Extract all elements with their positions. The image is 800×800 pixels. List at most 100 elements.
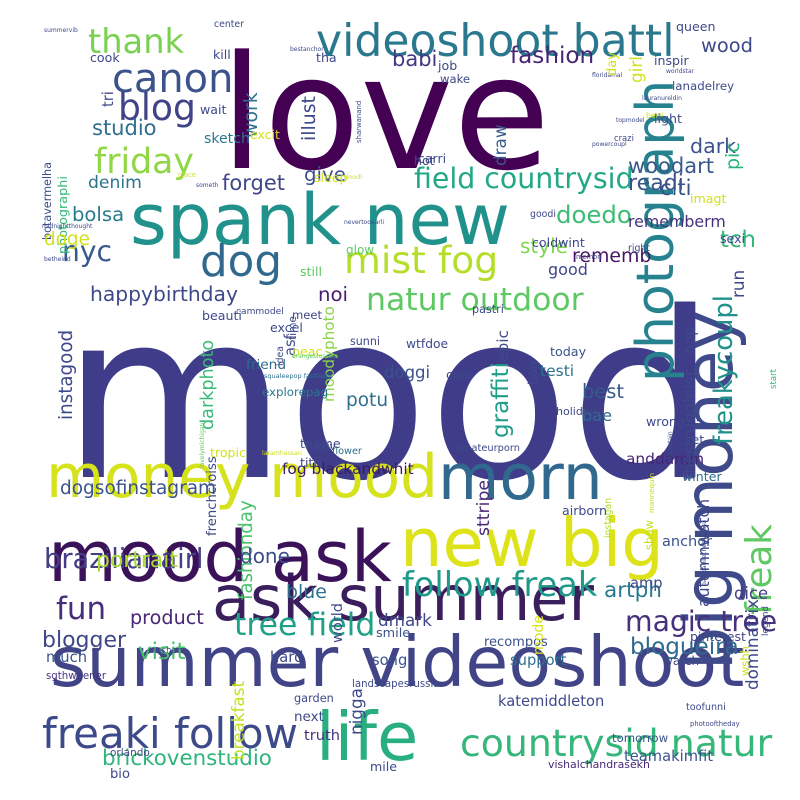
word-good: good bbox=[548, 260, 588, 279]
word-midnightthought: midnightthought bbox=[42, 223, 93, 230]
word-light: light bbox=[654, 111, 682, 126]
word-beauti: beauti bbox=[202, 308, 242, 323]
word-carri: carri bbox=[418, 151, 447, 166]
word-padipadilechemanasu: padipadilechemanasu bbox=[701, 519, 708, 586]
word-forget: forget bbox=[222, 171, 285, 195]
word-bae: bae bbox=[582, 406, 612, 425]
word-much: much bbox=[46, 649, 88, 666]
word-photooftheday: photooftheday bbox=[690, 720, 740, 728]
word-instagood: instagood bbox=[56, 329, 77, 420]
word-run: run bbox=[728, 269, 748, 298]
word-doge: doge bbox=[44, 229, 90, 250]
word-topmodel: topmodel bbox=[616, 117, 645, 124]
word-friend: friend bbox=[246, 357, 287, 373]
word-field-countrysid: field countrysid bbox=[414, 162, 634, 195]
word-tree-field: tree field bbox=[234, 607, 376, 643]
word-toofunni: toofunni bbox=[686, 702, 726, 713]
word-theme: theme bbox=[300, 436, 341, 451]
word-dmark: dmark bbox=[378, 610, 432, 630]
word-money-mood: money mood bbox=[46, 443, 438, 512]
word-motiv: motiv bbox=[306, 441, 336, 453]
word-excit: excit bbox=[250, 127, 280, 142]
word-natur-outdoor: natur outdoor bbox=[366, 282, 584, 318]
word-new-big: new big bbox=[400, 504, 664, 582]
word-job: job bbox=[438, 58, 458, 73]
word-flower: flower bbox=[332, 446, 362, 457]
word-summervib: summervib bbox=[44, 27, 78, 34]
word-wait: wait bbox=[200, 102, 227, 117]
word-done: done bbox=[240, 544, 290, 568]
word-nyc: nyc bbox=[62, 235, 113, 268]
word-girl: girl bbox=[626, 56, 646, 83]
word-artph: artph bbox=[604, 578, 662, 603]
word-anddamm: anddamm bbox=[626, 450, 705, 468]
word-lanadelrey: lanadelrey bbox=[672, 79, 735, 93]
word-next: next bbox=[294, 709, 324, 725]
word-mood: mood bbox=[62, 264, 717, 532]
word-katemiddleton: katemiddleton bbox=[498, 693, 605, 710]
word-frenchcroiss: frenchcroiss bbox=[205, 456, 220, 536]
word-doodl: doodl bbox=[344, 173, 363, 181]
word-glow: glow bbox=[346, 243, 375, 257]
word-videoshoot-battl: videoshoot battl bbox=[316, 16, 675, 67]
word-friday: friday bbox=[94, 142, 194, 182]
word-vet: vet bbox=[684, 432, 705, 447]
word-readi: readi bbox=[628, 170, 684, 196]
word-orangeblossom: orangeblossom bbox=[292, 353, 339, 360]
word-inspir: inspir bbox=[654, 53, 689, 68]
word-blue: blue bbox=[286, 581, 327, 603]
word-lauranureldin: lauranureldin bbox=[642, 95, 682, 102]
word-airborn: airborn bbox=[562, 503, 608, 518]
word-landscapesrussia: landscapesrussia bbox=[352, 679, 440, 690]
word-sttripe: sttripe bbox=[474, 479, 494, 536]
word-love: love bbox=[220, 23, 551, 206]
word-doedo: doedo bbox=[556, 200, 632, 229]
word-smile: smile bbox=[376, 626, 411, 641]
word-explorepag: explorepag bbox=[262, 385, 329, 399]
word-worldstar: worldstar bbox=[666, 68, 695, 75]
word-fashion: fashion bbox=[510, 43, 595, 69]
word-canon: canon bbox=[112, 56, 234, 102]
word-titti: titti bbox=[300, 455, 322, 470]
word-summer-videoshoot: summer videoshoot bbox=[50, 622, 745, 703]
word-nigga: nigga bbox=[346, 688, 366, 735]
word-bag: bag bbox=[526, 360, 541, 385]
word-breakfast: breakfast bbox=[228, 680, 248, 760]
word-orlando: orlando bbox=[110, 747, 150, 759]
word-mile: mile bbox=[370, 759, 398, 774]
word-world: world bbox=[330, 603, 346, 643]
word-anchor: anchor bbox=[662, 534, 713, 550]
word-support: support bbox=[510, 652, 567, 669]
word-powercoupl: powercoupl bbox=[592, 141, 627, 148]
word-bolsa: bolsa bbox=[72, 203, 125, 226]
word-machan: machan bbox=[148, 646, 183, 656]
word-excel: excel bbox=[270, 320, 303, 335]
word-give: give bbox=[304, 163, 346, 186]
word-blog: blog bbox=[118, 87, 196, 129]
word-rememb: rememb bbox=[572, 245, 652, 267]
word-cure: cure bbox=[446, 367, 474, 382]
word-song: song bbox=[372, 652, 408, 669]
word-goodi: goodi bbox=[530, 209, 556, 220]
word-wtfdoe: wtfdoe bbox=[406, 337, 449, 351]
word-start: start bbox=[769, 368, 779, 389]
word-pastri: pastri bbox=[472, 303, 504, 316]
word-meet: meet bbox=[292, 308, 323, 322]
word-tomorrow: tomorrow bbox=[612, 731, 669, 745]
word-dogsofinstagram: dogsofinstagram bbox=[60, 478, 217, 499]
word-thestruggleisr: thestruggleisr bbox=[680, 369, 699, 480]
word-ask-summer: ask summer bbox=[212, 562, 594, 635]
word-magic-tree: magic tree bbox=[625, 605, 778, 638]
word-lovelymichigan: lovelymichigan bbox=[199, 422, 206, 468]
word-right: right bbox=[628, 243, 651, 254]
word-mood-ask: mood ask bbox=[48, 515, 392, 598]
word-laramhassan: laramhassan bbox=[262, 450, 302, 457]
word-freakycoupl: freakycoupl bbox=[709, 295, 739, 445]
word-hot: hot bbox=[414, 153, 435, 168]
word-recompos: recompos bbox=[484, 635, 548, 650]
word-countrysid-natur: countrysid natur bbox=[460, 721, 773, 765]
word-cook: cook bbox=[90, 50, 120, 65]
word-floridamal: floridamal bbox=[592, 72, 623, 79]
word-epic: epic bbox=[494, 330, 512, 362]
word-sgthweener: sgthweener bbox=[46, 671, 107, 682]
